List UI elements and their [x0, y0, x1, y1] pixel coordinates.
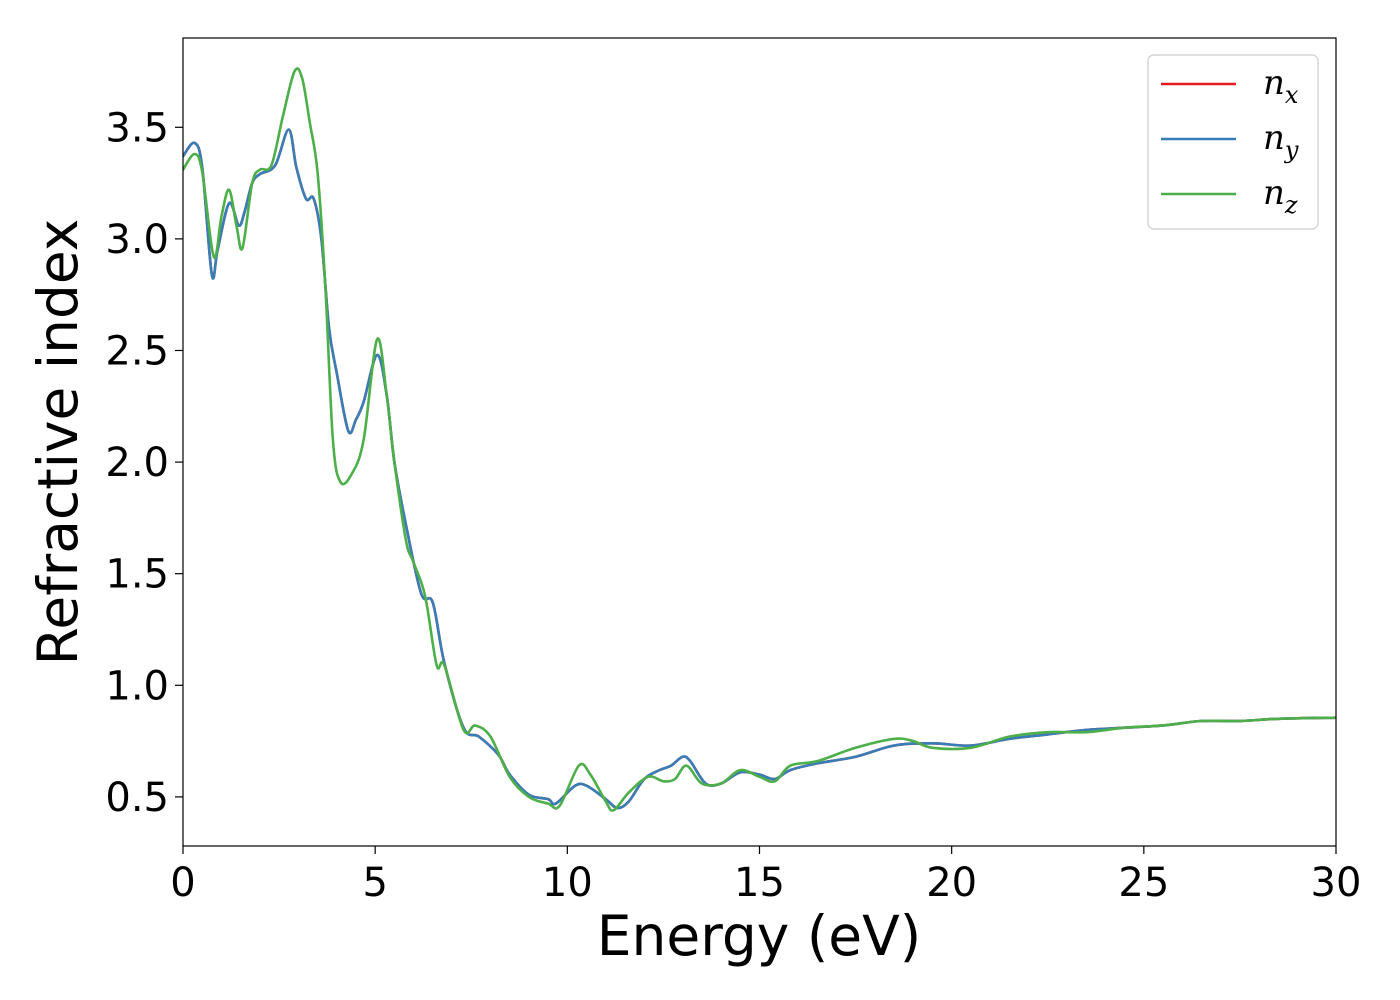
- series-line-ny: [183, 128, 1336, 810]
- x-axis-title: Energy (eV): [597, 904, 921, 968]
- y-tick-label: 3.0: [105, 217, 169, 263]
- y-tick-label: 3.5: [105, 105, 169, 151]
- x-tick-label: 0: [170, 860, 195, 906]
- legend-label: nz: [1263, 173, 1298, 219]
- legend-box: [1147, 54, 1319, 230]
- x-tick-label: 5: [362, 860, 387, 906]
- x-axis: 0 5 10 15 20 25 30: [170, 846, 1361, 906]
- y-tick-label: 2.0: [105, 440, 169, 486]
- legend: nx ny nz: [1147, 54, 1319, 230]
- x-tick-label: 20: [926, 860, 977, 906]
- legend-label: ny: [1263, 118, 1299, 164]
- plot-background: [183, 38, 1336, 846]
- x-tick-label: 10: [542, 860, 593, 906]
- series-line-nz: [183, 67, 1336, 812]
- x-tick-label: 15: [734, 860, 785, 906]
- x-tick-label: 25: [1118, 860, 1169, 906]
- legend-label: nx: [1263, 63, 1299, 109]
- y-tick-label: 1.5: [105, 552, 169, 598]
- y-tick-label: 2.5: [105, 328, 169, 374]
- x-tick-label: 30: [1311, 860, 1362, 906]
- series-layer: [183, 67, 1336, 812]
- y-tick-label: 1.0: [105, 663, 169, 709]
- y-axis: 0.5 1.0 1.5 2.0 2.5 3.0 3.5: [105, 105, 183, 821]
- y-axis-title: Refractive index: [26, 219, 90, 666]
- y-tick-label: 0.5: [105, 775, 169, 821]
